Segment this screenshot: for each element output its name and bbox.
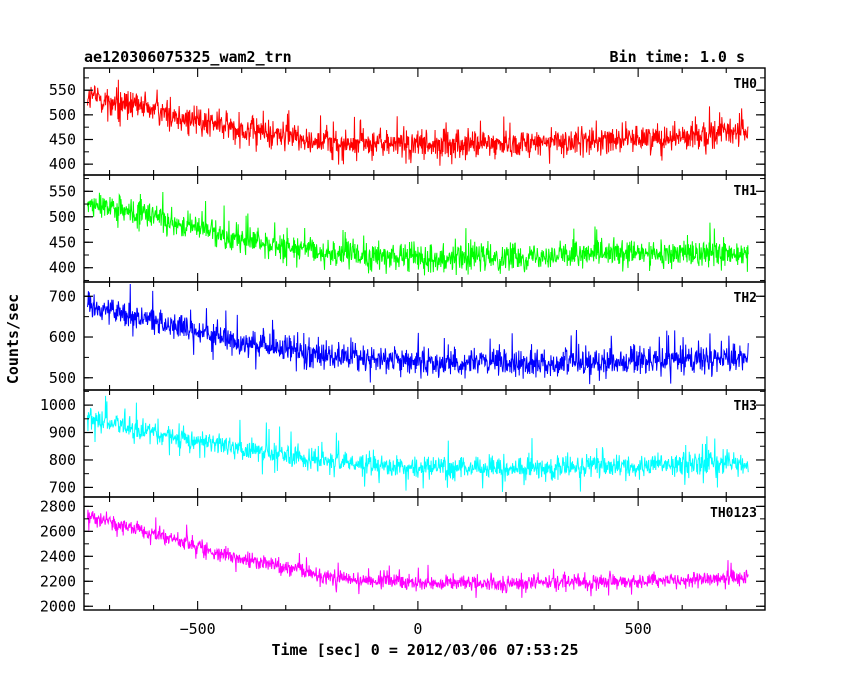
series-line-th2 — [87, 283, 749, 385]
y-tick-label: 2400 — [40, 547, 76, 565]
y-tick-label: 800 — [49, 451, 76, 469]
y-tick-label: 700 — [49, 478, 76, 496]
x-tick-label: 500 — [625, 620, 652, 638]
y-tick-label: 550 — [49, 81, 76, 99]
x-tick-label: 0 — [413, 620, 422, 638]
x-tick-label: −500 — [180, 620, 216, 638]
chart-title: ae120306075325_wam2_trn — [84, 48, 292, 66]
y-tick-label: 400 — [49, 259, 76, 277]
x-axis-title: Time [sec] 0 = 2012/03/06 07:53:25 — [271, 641, 578, 659]
y-axis-title: Counts/sec — [4, 294, 22, 384]
panel-th3: 700 800 900 1000 TH3 — [40, 389, 766, 498]
panel-label-th0: TH0 — [734, 77, 758, 92]
panel-label-th3: TH3 — [734, 399, 757, 414]
panel-label-th0123: TH0123 — [710, 506, 757, 521]
y-tick-label: 2200 — [40, 572, 76, 590]
series-line-th0123 — [87, 509, 749, 598]
y-tick-label: 500 — [49, 106, 76, 124]
y-tick-label: 450 — [49, 233, 76, 251]
panel-label-th1: TH1 — [734, 184, 758, 199]
y-tick-label: 500 — [49, 208, 76, 226]
y-tick-label: 400 — [49, 155, 76, 173]
panel-label-th2: TH2 — [734, 291, 757, 306]
panels-layer: 400 450 500 550 TH0 400 450 500 550 TH1 500 600 700 T… — [40, 67, 766, 638]
panel-th1: 400 450 500 550 TH1 — [49, 174, 766, 283]
y-tick-label: 550 — [49, 182, 76, 200]
y-tick-label: 2600 — [40, 522, 76, 540]
y-tick-label: 2800 — [40, 497, 76, 515]
series-line-th1 — [87, 191, 749, 276]
panel-th0123: 2000 2200 2400 2600 2800 TH0123 — [40, 496, 766, 615]
y-tick-label: 500 — [49, 369, 76, 387]
panel-frame — [83, 496, 766, 611]
y-tick-label: 450 — [49, 130, 76, 148]
series-line-th3 — [87, 395, 749, 492]
panel-th2: 500 600 700 TH2 — [49, 281, 766, 391]
series-line-th0 — [87, 79, 749, 166]
y-tick-label: 2000 — [40, 597, 76, 615]
chart-subtitle: Bin time: 1.0 s — [610, 48, 745, 66]
panel-th0: 400 450 500 550 TH0 — [49, 67, 766, 176]
y-tick-label: 600 — [49, 328, 76, 346]
y-tick-label: 1000 — [40, 396, 76, 414]
y-tick-label: 900 — [49, 424, 76, 442]
panel-frame — [83, 281, 766, 391]
y-tick-label: 700 — [49, 287, 76, 305]
